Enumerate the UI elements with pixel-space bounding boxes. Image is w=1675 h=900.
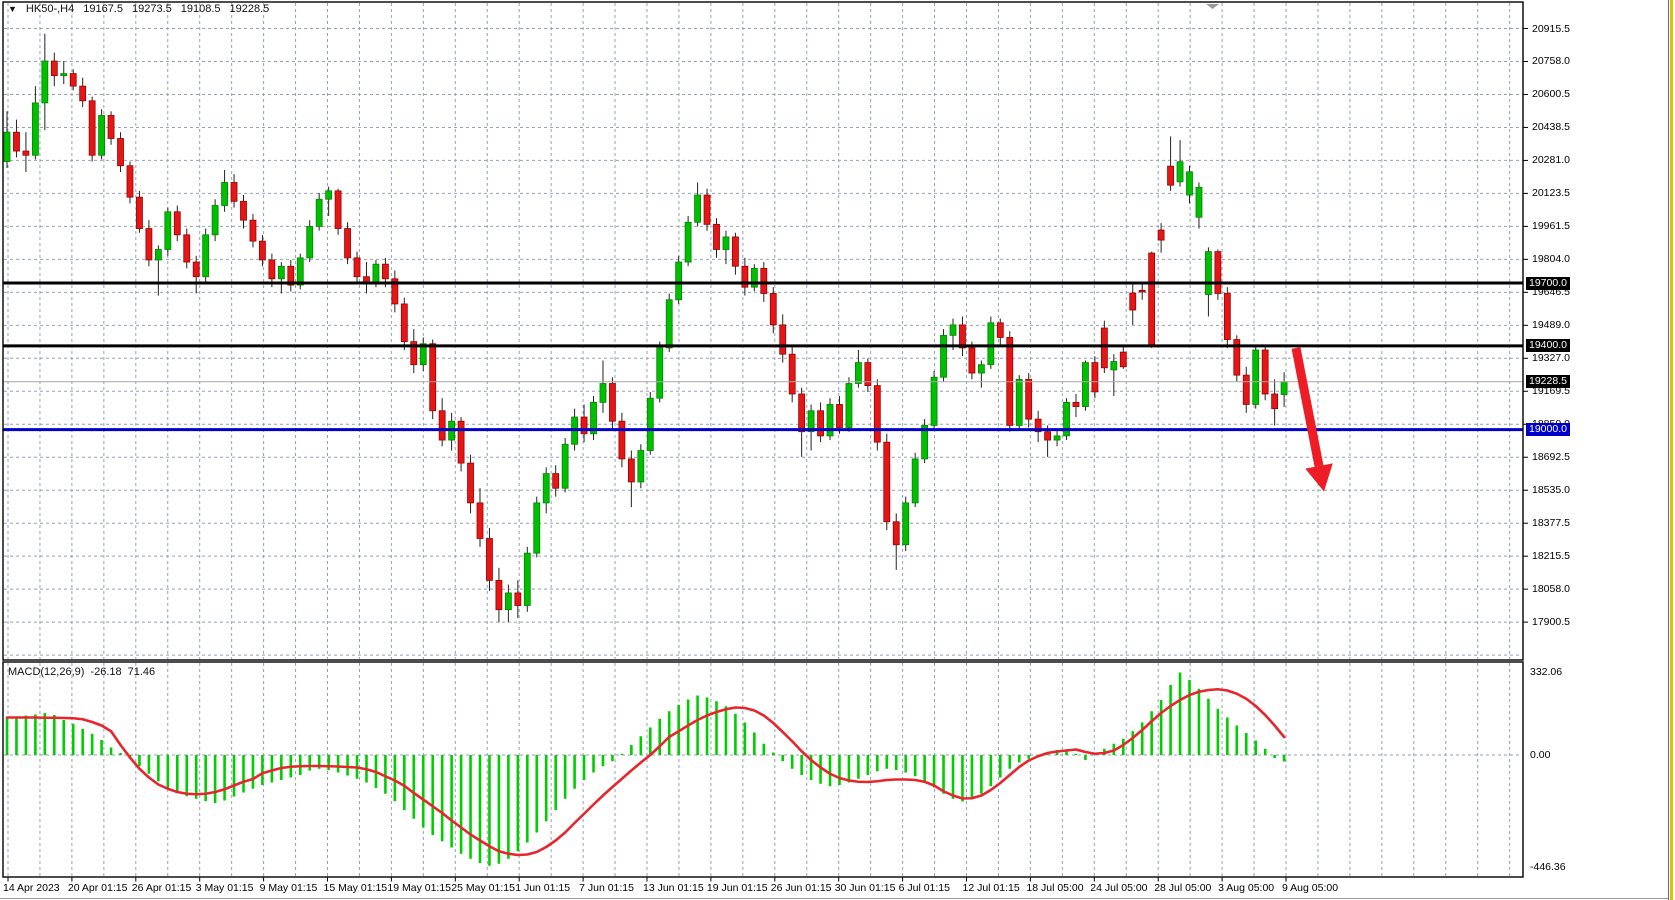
price-badge-19000.0: 19000.0 [1526,423,1570,437]
price-badge-19700.0: 19700.0 [1526,276,1570,290]
candlesticks [3,33,1288,623]
price-axis-label: 18377.5 [1532,517,1570,530]
time-axis-label: 28 Jul 05:00 [1154,882,1212,894]
macd-axis-label: 0.00 [1530,749,1551,761]
time-axis-label: 24 Jul 05:00 [1090,882,1148,894]
time-axis-label: 3 May 01:15 [195,882,254,894]
price-axis-label: 19169.5 [1532,385,1570,398]
price-axis-label: 19327.0 [1532,352,1570,365]
time-axis-label: 6 Jul 01:15 [898,882,950,894]
quote-bar: ▼ HK50-,H4 19167.5 19273.5 19108.5 19228… [8,3,269,15]
macd-signal-value: 71.46 [127,666,156,678]
macd-axis-label: -446.36 [1530,860,1566,873]
price-axis-label: 17900.5 [1532,616,1570,629]
time-axis-label: 20 Apr 01:15 [67,882,128,894]
axis-ticks [7,28,1528,882]
window-highlight-strip [1670,0,1673,900]
down-trend-arrow[interactable] [1291,347,1333,492]
price-badge-19228.5: 19228.5 [1526,375,1570,389]
time-axis-label: 19 May 01:15 [387,882,452,894]
price-axis-label: 20281.0 [1532,154,1570,167]
price-axis-label: 19961.5 [1532,220,1570,233]
price-badge-19400.0: 19400.0 [1526,339,1570,353]
price-axis-label: 20600.5 [1532,88,1570,101]
price-axis-label: 18058.0 [1532,583,1570,596]
price-axis-label: 19489.0 [1532,319,1570,332]
price-axis-label: 18692.5 [1532,451,1570,464]
macd-signal-line [5,687,1286,857]
price-axis-label: 18215.5 [1532,550,1570,563]
time-axis-label: 1 Jun 01:15 [515,882,571,894]
time-axis-label: 19 Jun 01:15 [706,882,768,894]
time-axis-label: 9 May 01:15 [259,882,318,894]
macd-name: MACD(12,26,9) [8,666,85,678]
macd-histogram [5,672,1286,866]
time-axis-label: 14 Apr 2023 [3,882,60,894]
quote-open: 19167.5 [83,3,123,15]
symbol-dropdown-icon[interactable]: ▼ [8,4,17,14]
time-axis-label: 30 Jun 01:15 [834,882,896,894]
price-axis-label: 20915.5 [1532,22,1570,35]
time-axis-label: 9 Aug 05:00 [1282,882,1339,894]
price-axis-label: 19804.0 [1532,253,1570,266]
quote-close: 19228.5 [229,3,270,15]
chart-shift-marker-icon[interactable] [1206,4,1219,9]
chart-grid [4,3,1522,876]
time-axis-label: 3 Aug 05:00 [1218,882,1275,894]
symbol-label: HK50-,H4 [25,3,75,15]
price-axis-label: 20758.0 [1532,55,1570,68]
macd-indicator-label: MACD(12,26,9) -26.18 71.46 [8,666,155,678]
time-axis-label: 7 Jun 01:15 [579,882,634,894]
quote-low: 19108.5 [180,3,221,15]
price-axis-label: 18535.0 [1532,484,1570,497]
time-axis-label: 26 Jun 01:15 [770,882,832,894]
price-axis-label: 20123.5 [1532,187,1570,200]
time-axis-label: 13 Jun 01:15 [643,882,704,894]
time-axis-label: 26 Apr 01:15 [131,882,192,894]
time-axis-label: 15 May 01:15 [323,882,388,894]
price-axis-label: 20438.5 [1532,121,1570,134]
macd-value: -26.18 [90,666,122,678]
time-axis-label: 25 May 01:15 [451,882,515,894]
macd-axis-label: 332.06 [1530,665,1563,678]
time-axis-label: 12 Jul 01:15 [962,882,1020,894]
window-edge-line [1668,0,1669,900]
time-axis-label: 18 Jul 05:00 [1026,882,1084,894]
quote-high: 19273.5 [131,3,172,15]
